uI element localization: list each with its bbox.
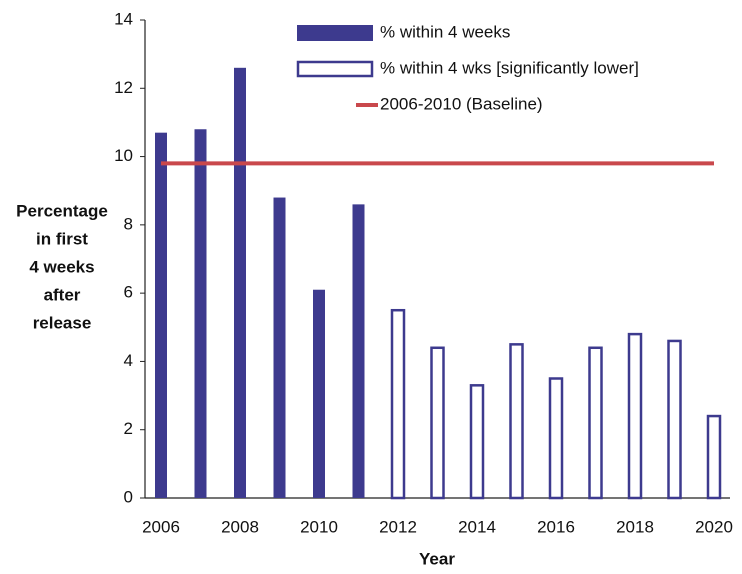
bar <box>194 129 207 498</box>
y-tick-label: 6 <box>124 283 133 302</box>
bar <box>706 414 722 500</box>
bar <box>667 339 682 500</box>
y-axis-title: after <box>44 285 81 304</box>
bar <box>627 332 643 500</box>
y-axis-title: in first <box>36 229 88 248</box>
bar <box>509 343 524 500</box>
y-tick-label: 0 <box>124 487 133 506</box>
x-tick-label: 2014 <box>458 517 496 536</box>
y-axis-title: 4 weeks <box>29 257 94 276</box>
bar <box>352 204 365 498</box>
x-tick-label: 2020 <box>695 517 733 536</box>
y-tick-label: 2 <box>124 419 133 438</box>
x-tick-label: 2010 <box>300 517 338 536</box>
x-tick-label: 2016 <box>537 517 575 536</box>
legend-label: 2006-2010 (Baseline) <box>380 94 543 113</box>
bar <box>155 132 167 498</box>
y-tick-label: 4 <box>124 351 133 370</box>
bar <box>390 308 406 500</box>
legend-swatch <box>296 60 374 78</box>
legend-label: % within 4 weeks <box>380 22 510 41</box>
bar <box>430 346 445 500</box>
bar <box>313 289 325 498</box>
bar <box>234 67 246 499</box>
y-axis-title: release <box>33 313 92 332</box>
x-tick-label: 2008 <box>221 517 259 536</box>
bar <box>588 346 603 500</box>
legend-label: % within 4 wks [significantly lower] <box>380 58 639 77</box>
x-tick-label: 2018 <box>616 517 654 536</box>
y-axis-title: Percentage <box>16 201 108 220</box>
y-tick-label: 8 <box>124 214 133 233</box>
x-axis-title: Year <box>419 549 455 568</box>
y-tick-label: 12 <box>114 78 133 97</box>
legend-swatch <box>297 25 373 41</box>
x-tick-label: 2012 <box>379 517 417 536</box>
x-tick-label: 2006 <box>142 517 180 536</box>
bar <box>469 384 485 500</box>
y-tick-label: 14 <box>114 9 133 28</box>
bar <box>548 377 564 500</box>
bar <box>273 197 286 499</box>
y-tick-label: 10 <box>114 146 133 165</box>
